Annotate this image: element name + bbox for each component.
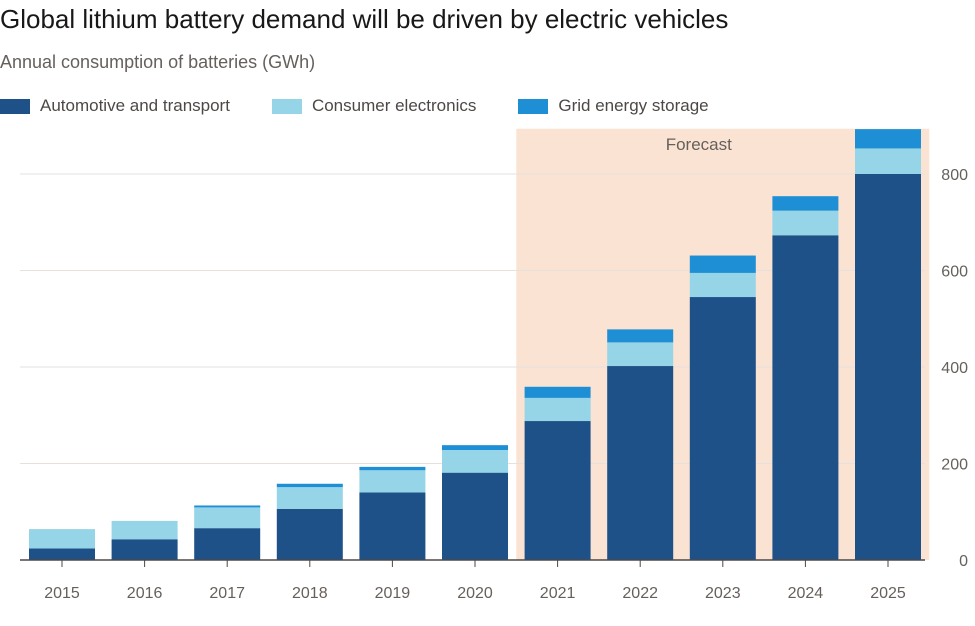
bar-2016-series-1 [111, 520, 178, 540]
bar-2020-series-2 [442, 445, 508, 450]
bar-2023-series-0 [689, 297, 756, 560]
chart-subtitle: Annual consumption of batteries (GWh) [0, 52, 316, 72]
bar-2025-series-2 [855, 129, 921, 149]
bar-2025-series-0 [855, 174, 921, 560]
bar-2024-series-1 [772, 210, 839, 236]
legend-item-consumer: Consumer electronics [271, 96, 477, 116]
legend-swatch-grid [518, 98, 549, 114]
bar-2022-series-2 [607, 329, 674, 343]
bar-2017-series-1 [194, 507, 261, 529]
legend-swatch-automotive [0, 98, 30, 114]
chart-title: Global lithium battery demand will be dr… [0, 4, 729, 34]
legend-item-automotive: Automotive and transport [0, 96, 230, 116]
x-tick-label: 2023 [705, 585, 741, 602]
x-tick-label: 2016 [127, 585, 163, 602]
y-tick-label: 600 [941, 264, 968, 281]
y-tick-label: 200 [941, 457, 968, 474]
legend-item-grid: Grid energy storage [518, 96, 709, 116]
forecast-label: Forecast [666, 135, 732, 154]
x-tick-label: 2015 [44, 585, 80, 602]
legend-label-consumer: Consumer electronics [311, 96, 477, 115]
bar-2023-series-2 [689, 255, 756, 273]
bar-2024-series-2 [772, 196, 839, 211]
y-tick-label: 0 [959, 553, 968, 570]
x-tick-label: 2017 [209, 585, 245, 602]
legend: Automotive and transport Consumer electr… [0, 95, 751, 117]
bar-2020-series-1 [442, 449, 508, 473]
x-tick-label: 2020 [457, 585, 493, 602]
bar-2020-series-0 [442, 472, 508, 560]
bar-2022-series-0 [607, 366, 674, 560]
bar-2019-series-2 [359, 466, 426, 471]
x-tick-label: 2022 [622, 585, 658, 602]
legend-swatch-consumer [271, 98, 302, 114]
bar-2024-series-0 [772, 235, 839, 560]
x-tick-label: 2024 [788, 585, 824, 602]
bar-2025-series-1 [855, 148, 921, 174]
legend-label-grid: Grid energy storage [558, 96, 709, 115]
bar-2018-series-1 [276, 487, 343, 509]
x-tick-label: 2025 [870, 585, 906, 602]
bar-2023-series-1 [689, 272, 756, 298]
bar-2017-series-0 [194, 528, 261, 560]
bar-2021-series-0 [524, 421, 591, 560]
bar-2021-series-1 [524, 397, 591, 422]
legend-label-automotive: Automotive and transport [40, 96, 230, 115]
bar-2019-series-1 [359, 470, 426, 493]
x-tick-label: 2019 [375, 585, 411, 602]
bar-2018-series-2 [276, 483, 343, 488]
bar-2018-series-0 [276, 508, 343, 560]
bar-2019-series-0 [359, 492, 426, 560]
bar-2015-series-0 [29, 548, 95, 560]
y-tick-label: 800 [941, 167, 968, 184]
x-tick-label: 2018 [292, 585, 328, 602]
bar-2015-series-1 [29, 529, 95, 549]
y-tick-label: 400 [941, 360, 968, 377]
bar-2021-series-2 [524, 386, 591, 398]
bar-2017-series-2 [194, 505, 261, 508]
bar-2016-series-0 [111, 539, 178, 560]
x-tick-label: 2021 [540, 585, 576, 602]
bar-2022-series-1 [607, 342, 674, 367]
